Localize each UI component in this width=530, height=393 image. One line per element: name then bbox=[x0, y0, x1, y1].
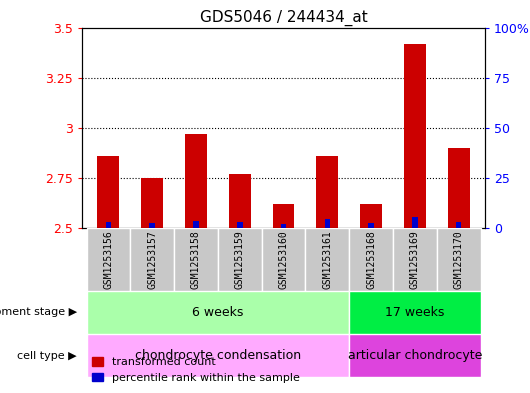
Bar bbox=[360, 204, 382, 228]
Text: development stage ▶: development stage ▶ bbox=[0, 307, 77, 318]
Bar bbox=[448, 148, 470, 228]
Text: 17 weeks: 17 weeks bbox=[385, 306, 445, 319]
Bar bbox=[86, 334, 349, 377]
Bar bbox=[193, 221, 199, 228]
Bar bbox=[86, 291, 349, 334]
Text: 6 weeks: 6 weeks bbox=[192, 306, 244, 319]
Bar bbox=[456, 222, 462, 228]
Bar bbox=[185, 134, 207, 228]
Bar bbox=[412, 217, 418, 228]
Bar bbox=[404, 44, 426, 228]
Bar bbox=[142, 178, 163, 228]
Text: GSM1253169: GSM1253169 bbox=[410, 230, 420, 289]
Bar bbox=[237, 222, 243, 228]
Bar bbox=[229, 174, 251, 228]
Bar bbox=[105, 222, 111, 228]
Bar bbox=[368, 223, 374, 228]
Bar bbox=[218, 228, 262, 291]
Text: GSM1253161: GSM1253161 bbox=[322, 230, 332, 289]
Title: GDS5046 / 244434_at: GDS5046 / 244434_at bbox=[200, 10, 367, 26]
Bar bbox=[324, 219, 330, 228]
Bar bbox=[174, 228, 218, 291]
Bar bbox=[86, 228, 130, 291]
Bar bbox=[349, 291, 481, 334]
Text: GSM1253159: GSM1253159 bbox=[235, 230, 245, 289]
Bar bbox=[149, 223, 155, 228]
Bar bbox=[393, 228, 437, 291]
Text: GSM1253157: GSM1253157 bbox=[147, 230, 157, 289]
Text: GSM1253156: GSM1253156 bbox=[103, 230, 113, 289]
Text: GSM1253160: GSM1253160 bbox=[279, 230, 288, 289]
Bar bbox=[130, 228, 174, 291]
Text: cell type ▶: cell type ▶ bbox=[17, 351, 77, 361]
Bar bbox=[262, 228, 305, 291]
Text: GSM1253170: GSM1253170 bbox=[454, 230, 464, 289]
Bar bbox=[281, 224, 286, 228]
Legend: transformed count, percentile rank within the sample: transformed count, percentile rank withi… bbox=[87, 353, 304, 387]
Bar bbox=[272, 204, 295, 228]
Text: GSM1253158: GSM1253158 bbox=[191, 230, 201, 289]
Text: articular chondrocyte: articular chondrocyte bbox=[348, 349, 482, 362]
Bar bbox=[98, 156, 119, 228]
Bar bbox=[349, 228, 393, 291]
Bar bbox=[349, 334, 481, 377]
Text: chondrocyte condensation: chondrocyte condensation bbox=[135, 349, 301, 362]
Bar bbox=[305, 228, 349, 291]
Text: GSM1253168: GSM1253168 bbox=[366, 230, 376, 289]
Bar bbox=[316, 156, 338, 228]
Bar bbox=[437, 228, 481, 291]
